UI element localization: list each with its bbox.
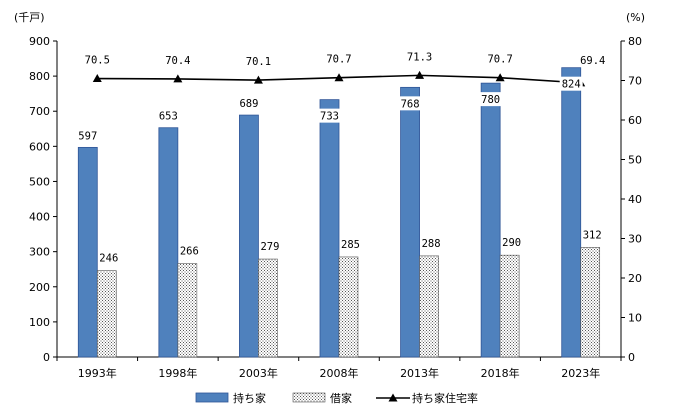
legend-marker-rate [388,393,398,402]
left-tick-label: 400 [29,211,50,224]
left-tick-label: 200 [29,281,50,294]
rate-label: 71.3 [407,51,432,63]
left-tick-label: 800 [29,70,50,83]
right-tick-label: 40 [628,193,642,206]
bar-label-background [559,76,583,91]
bar-owned [561,67,582,358]
rate-label: 70.4 [165,55,190,67]
x-tick-label: 2023年 [561,366,600,380]
left-tick-label: 0 [43,351,50,364]
bar-label-background [318,108,341,123]
bar-owned [319,99,340,358]
rate-label: 70.5 [85,55,110,67]
bar-rented-label: 312 [583,229,602,241]
rate-label: 69.4 [580,55,605,67]
bar-owned-label: 689 [239,98,258,110]
left-tick-label: 300 [29,246,50,259]
x-tick-label: 2013年 [400,366,439,380]
x-tick-label: 2008年 [320,366,359,380]
bar-owned-label: 733 [320,111,339,123]
bar-owned [77,146,98,358]
bar-rented [419,255,439,358]
data-labels: 597 246 653 266 689 279 733 285 768 288 780 290 824 3… [78,51,605,264]
bar-owned-label: 597 [78,130,97,142]
bar-rented [338,256,359,358]
legend-swatch-owned [195,392,229,403]
x-tick-label: 1998年 [158,366,197,380]
x-tick-label: 2018年 [481,366,520,380]
bar-owned-label: 780 [481,94,500,106]
bar-owned [480,82,501,358]
right-tick-label: 60 [628,114,642,127]
bar-rented [499,254,520,358]
right-tick-label: 70 [628,75,642,88]
rate-marker [495,73,505,82]
right-tick-label: 0 [628,351,635,364]
right-tick-label: 30 [628,233,642,246]
right-tick-label: 50 [628,154,642,167]
left-tick-label: 900 [29,35,50,48]
right-tick-label: 20 [628,272,642,285]
rate-line [92,70,586,87]
right-tick-label: 80 [628,35,642,48]
bar-label-background [479,92,503,107]
left-tick-label: 700 [29,105,50,118]
legend-label-rate: 持ち家住宅率 [412,391,478,405]
bar-rented-label: 266 [180,246,199,258]
rate-label: 70.7 [487,54,512,66]
rate-label: 70.1 [246,56,271,68]
bar-rented [177,263,198,358]
bar-rented [258,258,278,358]
rate-marker [334,73,344,82]
bar-rented [96,270,117,358]
bar-label-background [398,96,422,111]
left-tick-label: 500 [29,175,50,188]
rate-marker [173,74,183,83]
legend-label-rented: 借家 [330,391,352,405]
legend-swatch-rented [292,392,326,403]
rate-label: 70.7 [326,54,351,66]
left-axis-unit: (千戸) [14,11,45,24]
right-tick-label: 10 [628,312,642,325]
bar-rented-label: 288 [422,238,441,250]
bar-owned-label: 653 [159,111,178,123]
rate-marker [415,70,425,79]
bar-rented [580,247,601,358]
rate-marker [253,75,263,84]
bar-owned [239,114,259,358]
bar-owned-label: 824 [562,79,581,91]
axes: 0 100 200 300 400 500 600 700 800 900 0 10 20 30 40 50 6… [29,35,642,380]
bar-rented-label: 279 [260,241,279,253]
rate-marker [92,74,102,83]
x-tick-label: 2003年 [239,366,278,380]
x-tick-label: 1993年 [78,366,117,380]
legend-label-owned: 持ち家 [233,391,266,405]
bar-rented-label: 285 [341,239,360,251]
bar-owned [158,127,179,358]
bar-rented-label: 290 [502,237,521,249]
left-tick-label: 100 [29,316,50,329]
bars [77,67,601,358]
left-tick-label: 600 [29,140,50,153]
bar-rented-label: 246 [99,253,118,265]
bar-owned-label: 768 [401,98,420,110]
legend: 持ち家 借家 持ち家住宅率 [195,391,478,405]
bar-owned [400,86,420,358]
right-axis-unit: (%) [626,11,645,24]
